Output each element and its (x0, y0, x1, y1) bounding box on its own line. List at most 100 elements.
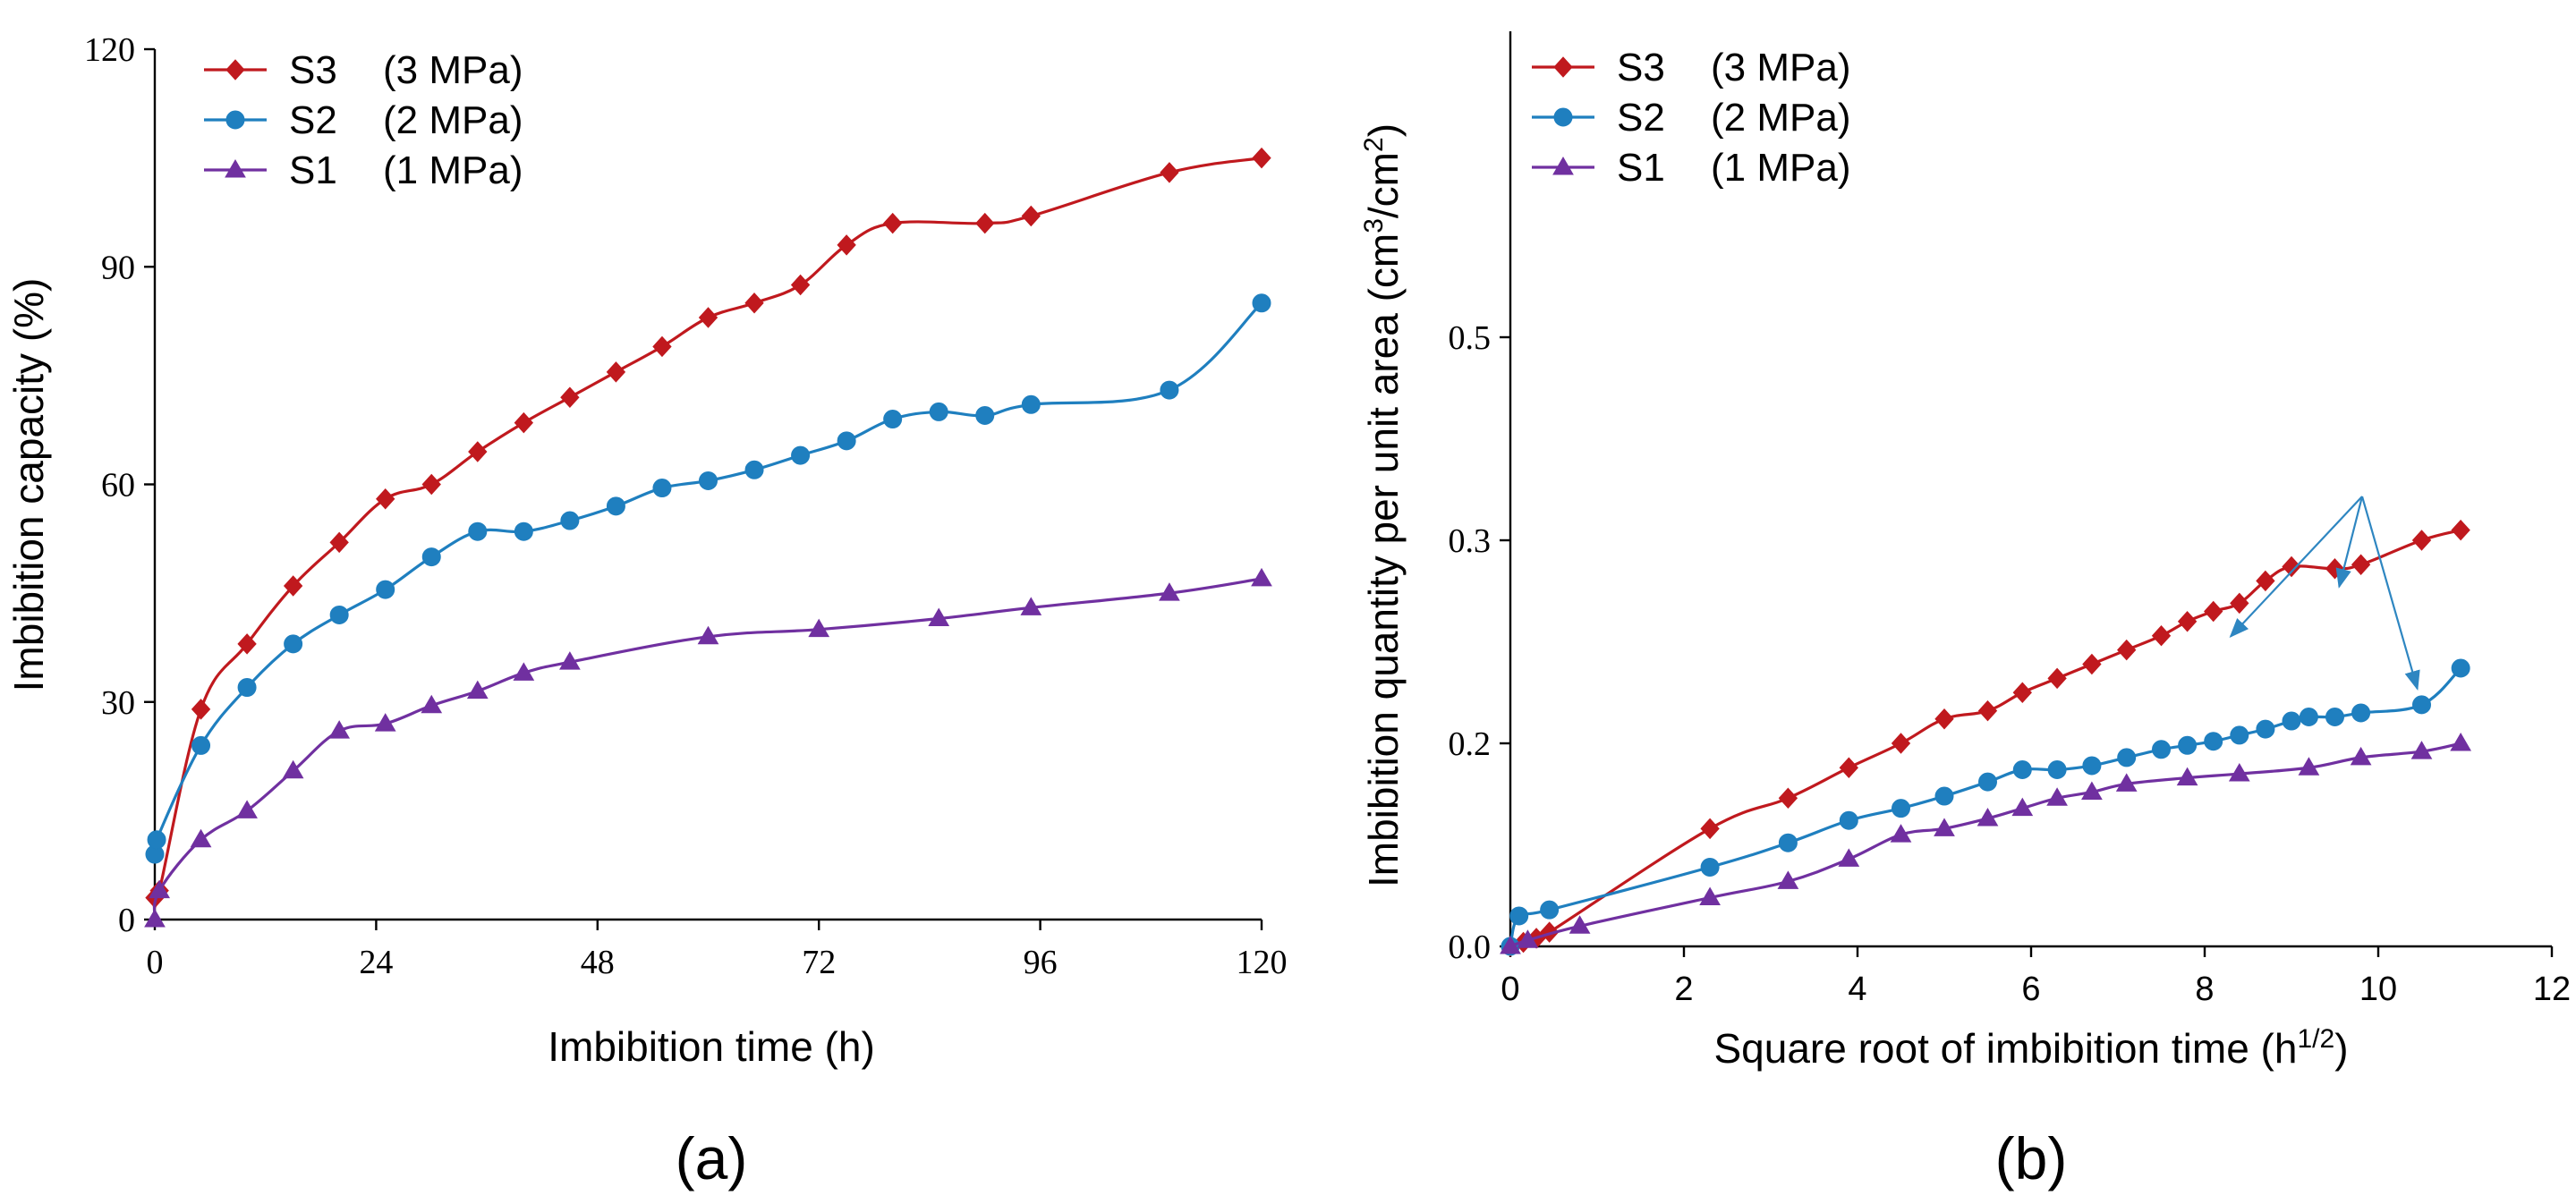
panel-b-point-s2 (2152, 740, 2171, 759)
panel-a-point-s1 (928, 607, 950, 627)
panel-a-point-s3 (652, 335, 672, 358)
panel-b-y-tick-label: 0.5 (1449, 319, 1492, 357)
panel-b-point-s2 (2299, 707, 2318, 726)
panel-a-y-ticks: 0 30 60 90 120 (84, 31, 155, 939)
panel-a-point-s1 (282, 759, 304, 779)
panel-a-point-s1 (374, 713, 396, 732)
panel-a-point-s1 (1020, 597, 1042, 615)
panel-b-x-axis-title-main: Square root of imbibition time (h (1713, 1025, 2297, 1072)
panel-b-x-tick-label: 8 (2195, 971, 2214, 1008)
panel-b-point-s2 (2082, 756, 2102, 776)
panel-b-point-s3 (2451, 519, 2470, 541)
panel-b-axes (1509, 31, 2552, 948)
panel-a-point-s2 (929, 402, 948, 421)
panel-b-point-s1 (2410, 741, 2433, 759)
panel-b-series (1500, 519, 2472, 957)
panel-b-point-s3 (1839, 757, 1858, 778)
panel-a-point-s1 (808, 618, 830, 638)
panel-b-point-s1 (1500, 936, 1521, 954)
panel-b-point-s3 (2230, 592, 2249, 615)
panel-b-x-ticks: 0 2 4 6 8 10 12 (1501, 946, 2571, 1008)
panel-b-point-s3 (2204, 600, 2223, 623)
panel-b-y-axis-title-tail: ) (1360, 123, 1407, 137)
panel-b-point-s1 (2081, 781, 2103, 800)
panel-b-point-s3 (1778, 787, 1798, 810)
panel-a-point-s1 (421, 694, 443, 714)
panel-a-legend-pressure-s1: (1 MPa) (383, 148, 523, 192)
panel-b-point-s2 (2351, 703, 2371, 723)
panel-b-legend-pressure-s2: (2 MPa) (1711, 96, 1850, 140)
panel-a-legend-marker-s2 (225, 110, 245, 130)
panel-a-point-s2 (147, 830, 166, 850)
panel-a-label: (a) (676, 1125, 748, 1191)
panel-b-point-s2 (2204, 732, 2223, 751)
panel-b-annotation-arrow-3 (2360, 496, 2420, 691)
panel-b-annotation-arrows (2229, 496, 2420, 691)
panel-b-point-s3 (1977, 700, 1998, 722)
panel-b-point-s1 (1699, 886, 1721, 906)
panel-b-legend-marker-s2 (1553, 107, 1573, 127)
panel-a-series-line-s3 (152, 157, 1262, 909)
panel-b-point-s3 (2411, 530, 2432, 551)
panel-a-point-s2 (699, 471, 718, 490)
panel-a-point-s2 (975, 405, 995, 425)
panel-b-legend: S3 (3 MPa) S2 (2 MPa) S1 (1 MPa) (1532, 46, 1850, 190)
panel-b-point-s3 (1934, 708, 1954, 730)
panel-a-x-tick-label: 96 (1024, 944, 1058, 981)
panel-b-point-s3 (1700, 818, 1720, 840)
panel-b-point-s2 (2256, 719, 2275, 739)
panel-b-legend-name-s1: S1 (1617, 146, 1665, 190)
panel-a-point-s1 (559, 651, 581, 670)
panel-a-series (144, 147, 1272, 928)
panel-a-y-axis-title: Imbibition capacity (%) (5, 278, 52, 692)
panel-a-point-s2 (284, 634, 303, 654)
panel-a-point-s3 (1021, 205, 1041, 227)
panel-a-point-s2 (376, 580, 395, 599)
panel-a-point-s1 (149, 879, 171, 899)
panel-b-y-axis-title-sup2: 2 (1359, 137, 1389, 152)
panel-b-point-s1 (2450, 733, 2472, 751)
panel-a-x-tick-label: 72 (802, 944, 836, 981)
panel-a-y-tick-label: 60 (101, 467, 135, 504)
panel-b-point-s1 (1890, 824, 1912, 843)
panel-b-legend-marker-s3 (1553, 56, 1573, 78)
panel-b-point-s2 (2047, 760, 2067, 780)
panel-a-point-s1 (190, 828, 212, 848)
panel-a-legend: S3 (3 MPa) S2 (2 MPa) S1 (1 MPa) (204, 48, 523, 192)
panel-a-x-tick-label: 48 (581, 944, 615, 981)
panel-b-point-s3 (2012, 682, 2032, 703)
panel-a-x-ticks: 0 24 48 72 96 120 (147, 920, 1288, 981)
panel-a-point-s2 (560, 511, 580, 530)
panel-b-point-s2 (2117, 748, 2137, 767)
panel-a-point-s2 (1252, 293, 1271, 313)
panel-a-point-s1 (236, 800, 258, 818)
panel-b-point-s1 (2350, 746, 2372, 766)
panel-a-point-s2 (791, 445, 811, 465)
panel-b-point-s3 (2117, 639, 2137, 661)
panel-a-legend-name-s1: S1 (289, 148, 337, 192)
panel-b-point-s1 (1569, 915, 1591, 934)
panel-b-point-s3 (2047, 667, 2067, 690)
panel-b-y-tick-label: 0.0 (1449, 928, 1492, 966)
panel-a-series-line-s2 (150, 301, 1263, 855)
panel-a-point-s3 (514, 411, 534, 434)
panel-b-point-s1 (2228, 763, 2250, 782)
panel-b-point-s2 (2412, 695, 2431, 715)
panel-b-x-tick-label: 12 (2533, 971, 2571, 1008)
panel-b-x-tick-label: 0 (1501, 971, 1519, 1008)
panel-a-point-s1 (328, 720, 351, 739)
panel-b-point-s1 (1517, 929, 1539, 948)
panel-a-point-s3 (698, 307, 718, 328)
panel-a-point-s1 (466, 680, 489, 700)
panel-b-point-s2 (1540, 900, 1560, 920)
panel-b-point-s3 (2151, 624, 2172, 647)
panel-b-x-axis-title-sup: 1/2 (2297, 1024, 2334, 1054)
panel-a-point-s2 (744, 460, 764, 479)
panel-b-point-s2 (2325, 707, 2344, 726)
panel-a-point-s2 (606, 496, 625, 516)
panel-b-point-s2 (1892, 799, 1910, 818)
panel-b-point-s2 (1978, 772, 1997, 792)
panel-a-legend-name-s2: S2 (289, 98, 337, 142)
panel-b-legend-marker-s1 (1552, 157, 1574, 175)
